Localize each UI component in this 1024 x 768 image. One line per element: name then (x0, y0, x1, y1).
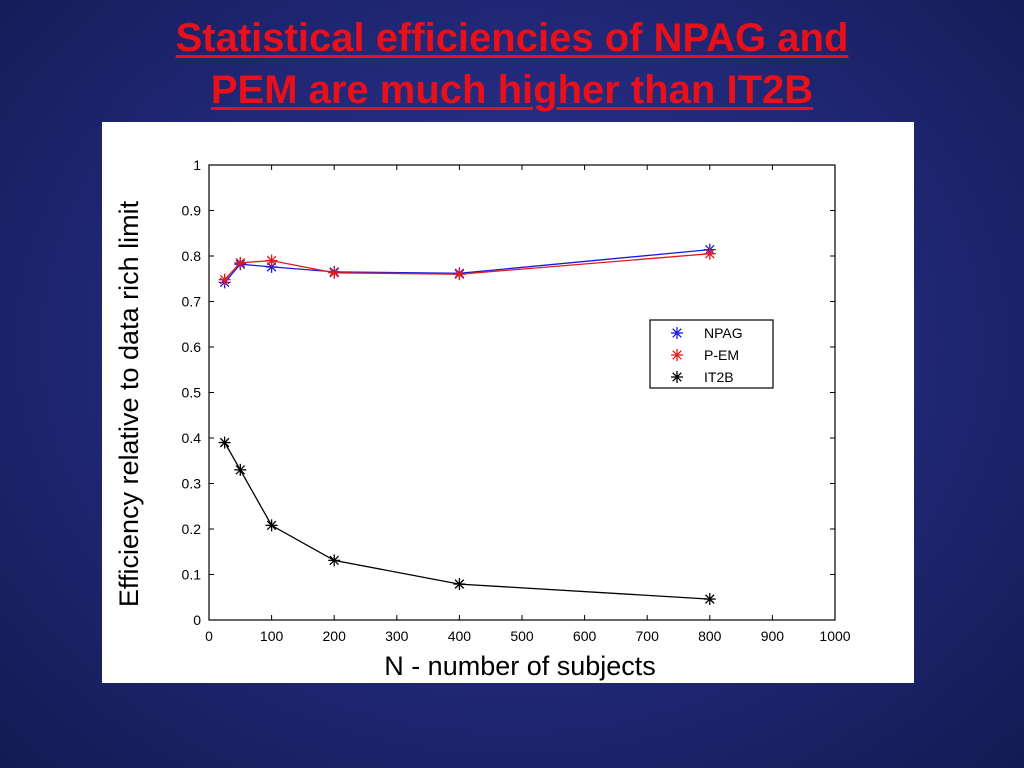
y-tick-label: 0.9 (182, 203, 202, 219)
legend-label: NPAG (704, 325, 743, 341)
x-tick-label: 300 (385, 628, 409, 644)
slide-title: Statistical efficiencies of NPAG and PEM… (0, 12, 1024, 116)
legend-marker (671, 327, 683, 339)
x-tick-label: 0 (205, 628, 213, 644)
x-tick-label: 900 (761, 628, 785, 644)
data-point-it2b (234, 463, 247, 476)
data-point-p-em (703, 247, 716, 260)
data-point-it2b (703, 593, 716, 606)
y-tick-label: 0.8 (182, 248, 202, 264)
axis-tick-labels: 0 100 200 300 400 500 600 700 800 900 1000 0 0.1 0.2 0… (182, 157, 851, 644)
x-tick-label: 400 (448, 628, 472, 644)
y-tick-label: 1 (193, 157, 201, 173)
y-tick-label: 0 (193, 612, 201, 628)
data-point-p-em (328, 266, 341, 279)
x-tick-label: 600 (573, 628, 597, 644)
data-point-p-em (234, 256, 247, 269)
y-tick-label: 0.3 (182, 476, 202, 492)
data-point-it2b (265, 519, 278, 532)
y-tick-label: 0.1 (182, 567, 202, 583)
series-line-p-em (224, 253, 710, 281)
legend-marker (671, 349, 683, 361)
axis-ticks (208, 164, 836, 621)
slide-title-line2: PEM are much higher than IT2B (210, 68, 814, 112)
plot-axes-box (208, 164, 836, 621)
y-tick-label: 0.7 (182, 294, 202, 310)
legend-box (649, 319, 774, 389)
y-tick-label: 0.6 (182, 339, 202, 355)
legend: NPAG P-EM IT2B (649, 319, 774, 389)
slide-title-line1: Statistical efficiencies of NPAG and (175, 16, 849, 60)
series-npag (218, 243, 716, 289)
data-point-it2b (218, 436, 231, 449)
data-point-p-em (265, 254, 278, 267)
x-tick-label: 800 (698, 628, 722, 644)
x-tick-label: 200 (323, 628, 347, 644)
y-tick-label: 0.5 (182, 385, 202, 401)
y-tick-label: 0.4 (182, 430, 202, 446)
efficiency-chart: 0 100 200 300 400 500 600 700 800 900 1000 0 0.1 0.2 0… (114, 157, 851, 681)
data-point-p-em (218, 273, 231, 286)
x-axis-label: N - number of subjects (384, 651, 656, 681)
series-p-em (218, 247, 716, 286)
legend-label: P-EM (704, 347, 739, 363)
series-it2b (218, 436, 716, 606)
x-tick-label: 100 (260, 628, 284, 644)
data-point-it2b (453, 578, 466, 591)
legend-label: IT2B (704, 369, 734, 385)
y-tick-label: 0.2 (182, 521, 202, 537)
data-point-it2b (328, 554, 341, 567)
data-point-p-em (453, 268, 466, 281)
x-tick-label: 1000 (819, 628, 850, 644)
legend-marker (671, 371, 683, 383)
x-tick-label: 700 (636, 628, 660, 644)
plot-frame (208, 164, 836, 621)
series-layer (218, 243, 716, 606)
series-line-it2b (224, 442, 710, 600)
x-tick-label: 500 (510, 628, 534, 644)
plot-panel: 0 100 200 300 400 500 600 700 800 900 1000 0 0.1 0.2 0… (102, 122, 914, 683)
y-axis-label: Efficiency relative to data rich limit (114, 200, 144, 607)
